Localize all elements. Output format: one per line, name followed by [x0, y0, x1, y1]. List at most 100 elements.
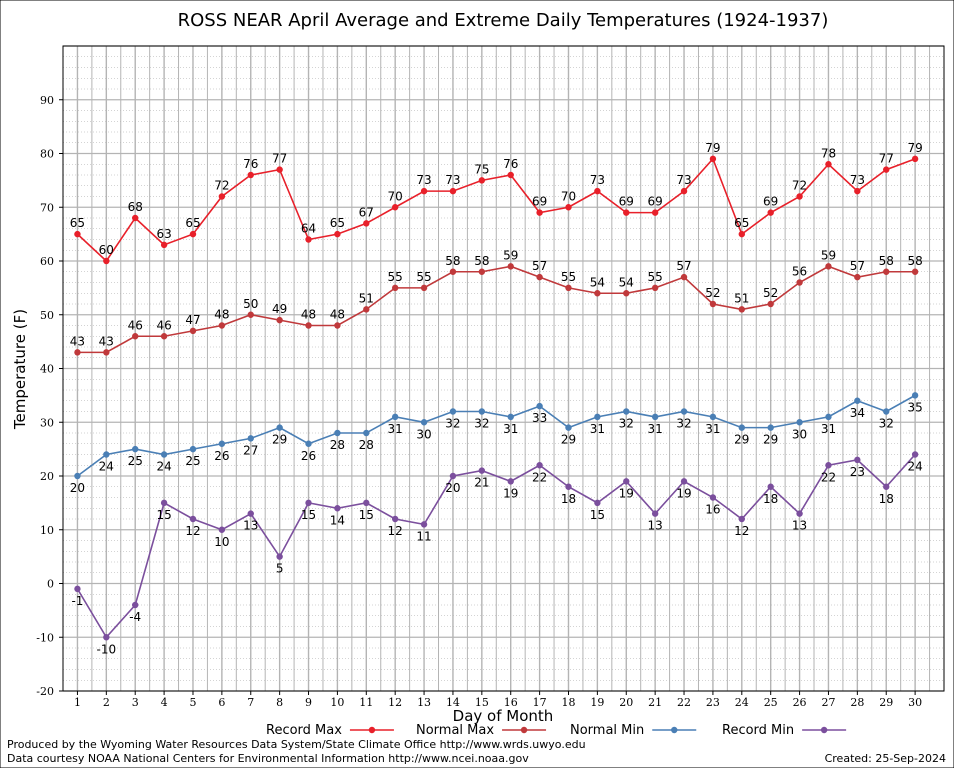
- record-min-data-label: -10: [97, 642, 117, 656]
- record-max-data-label: 64: [301, 222, 316, 236]
- record-max-point: [883, 166, 890, 173]
- normal-min-point: [247, 435, 254, 442]
- normal-max-point: [883, 268, 890, 275]
- record-min-data-label: 15: [359, 508, 374, 522]
- record-min-point: [680, 478, 688, 485]
- record-min-data-label: 19: [619, 486, 634, 500]
- record-min-data-label: 15: [590, 508, 605, 522]
- normal-max-data-label: 55: [561, 270, 576, 284]
- record-max-point: [334, 230, 341, 238]
- normal-min-point: [536, 402, 543, 410]
- normal-max-point: [247, 311, 254, 318]
- footer-created: Created: 25-Sep-2024: [825, 752, 946, 765]
- normal-max-data-label: 49: [272, 302, 287, 316]
- normal-max-data-label: 55: [416, 270, 431, 284]
- record-min-data-label: 15: [301, 508, 316, 522]
- x-tick-label: 5: [189, 696, 196, 709]
- normal-min-point: [132, 445, 139, 453]
- normal-max-point: [796, 279, 803, 286]
- normal-max-data-label: 58: [907, 254, 922, 268]
- x-tick-label: 6: [218, 696, 225, 709]
- record-max-data-label: 77: [879, 152, 894, 166]
- record-max-point: [189, 230, 197, 238]
- normal-max-point: [709, 300, 717, 308]
- record-max-point: [391, 204, 399, 211]
- normal-max-point: [420, 284, 428, 292]
- x-tick-label: 15: [475, 696, 489, 709]
- normal-min-data-label: 31: [388, 422, 403, 436]
- normal-max-data-label: 57: [850, 259, 865, 273]
- x-tick-label: 20: [619, 696, 633, 709]
- y-axis-label: Temperature (F): [11, 309, 29, 430]
- x-tick-label: 9: [305, 696, 312, 709]
- record-max-data-label: 69: [619, 195, 634, 209]
- record-max-point: [247, 171, 254, 179]
- normal-max-point: [276, 316, 283, 324]
- record-min-data-label: 16: [705, 503, 720, 517]
- record-min-point: [594, 499, 601, 507]
- normal-min-point: [391, 413, 399, 421]
- record-max-data-label: 77: [272, 152, 287, 166]
- x-tick-label: 16: [504, 696, 518, 709]
- record-max-point: [651, 209, 659, 216]
- record-min-data-label: 13: [243, 519, 258, 533]
- normal-min-point: [305, 440, 312, 447]
- record-max-data-label: 65: [70, 216, 85, 230]
- y-tick-label: 60: [40, 255, 54, 268]
- normal-min-data-label: 31: [821, 422, 836, 436]
- normal-min-data-label: 32: [619, 417, 634, 431]
- record-max-data-label: 76: [243, 157, 258, 171]
- record-max-series: 65 60 68 63 65 72 76 77 64 65 67 70 73 73 75 76 69 70 73 69…: [70, 141, 923, 265]
- record-min-point: [825, 462, 832, 469]
- x-tick-label: 29: [879, 696, 893, 709]
- normal-max-data-label: 46: [128, 318, 143, 332]
- normal-min-point: [709, 413, 717, 421]
- record-max-point: [854, 187, 861, 195]
- normal-min-data-label: 31: [590, 422, 605, 436]
- x-tick-label: 28: [850, 696, 864, 709]
- normal-max-point: [738, 306, 746, 313]
- normal-min-point: [189, 445, 197, 453]
- record-min-data-label: 12: [734, 524, 749, 538]
- record-min-point: [507, 478, 514, 485]
- record-min-data-label: 13: [648, 519, 663, 533]
- normal-min-point: [103, 451, 110, 458]
- legend-label: Normal Max: [416, 723, 494, 738]
- record-max-point: [276, 166, 283, 173]
- x-tick-label: 18: [561, 696, 575, 709]
- normal-min-point: [825, 413, 832, 421]
- normal-max-point: [334, 322, 341, 329]
- normal-max-data-label: 55: [648, 270, 663, 284]
- record-min-point: [132, 601, 139, 609]
- normal-max-data-label: 59: [503, 248, 518, 262]
- record-max-data-label: 70: [561, 189, 576, 203]
- normal-max-point: [391, 284, 399, 292]
- normal-max-point: [74, 349, 81, 356]
- record-min-data-label: 11: [416, 529, 431, 543]
- normal-min-point: [334, 429, 341, 437]
- record-min-point: [709, 494, 717, 501]
- normal-min-point: [651, 413, 659, 421]
- record-max-point: [218, 193, 226, 200]
- legend-swatch-marker: [520, 726, 528, 734]
- normal-min-point: [911, 392, 919, 399]
- x-tick-label: 24: [735, 696, 749, 709]
- record-min-data-label: -1: [71, 594, 83, 608]
- record-min-point: [623, 478, 630, 485]
- normal-min-data-label: 26: [301, 449, 316, 463]
- x-tick-label: 4: [161, 696, 168, 709]
- normal-min-data-label: 27: [243, 443, 258, 457]
- record-min-data-label: 12: [185, 524, 200, 538]
- x-tick-label: 11: [359, 696, 373, 709]
- x-tick-label: 14: [446, 696, 460, 709]
- record-max-data-label: 73: [676, 173, 691, 187]
- normal-min-data-label: 32: [445, 417, 460, 431]
- normal-max-point: [767, 300, 774, 308]
- normal-max-data-label: 43: [70, 334, 85, 348]
- record-min-point: [103, 634, 110, 641]
- record-min-point: [738, 515, 746, 523]
- normal-max-series: 43 43 46 46 47 48 50 49 48 48 51 55 55 58 58 59 57 55 54 54…: [70, 248, 923, 356]
- normal-min-point: [478, 408, 486, 415]
